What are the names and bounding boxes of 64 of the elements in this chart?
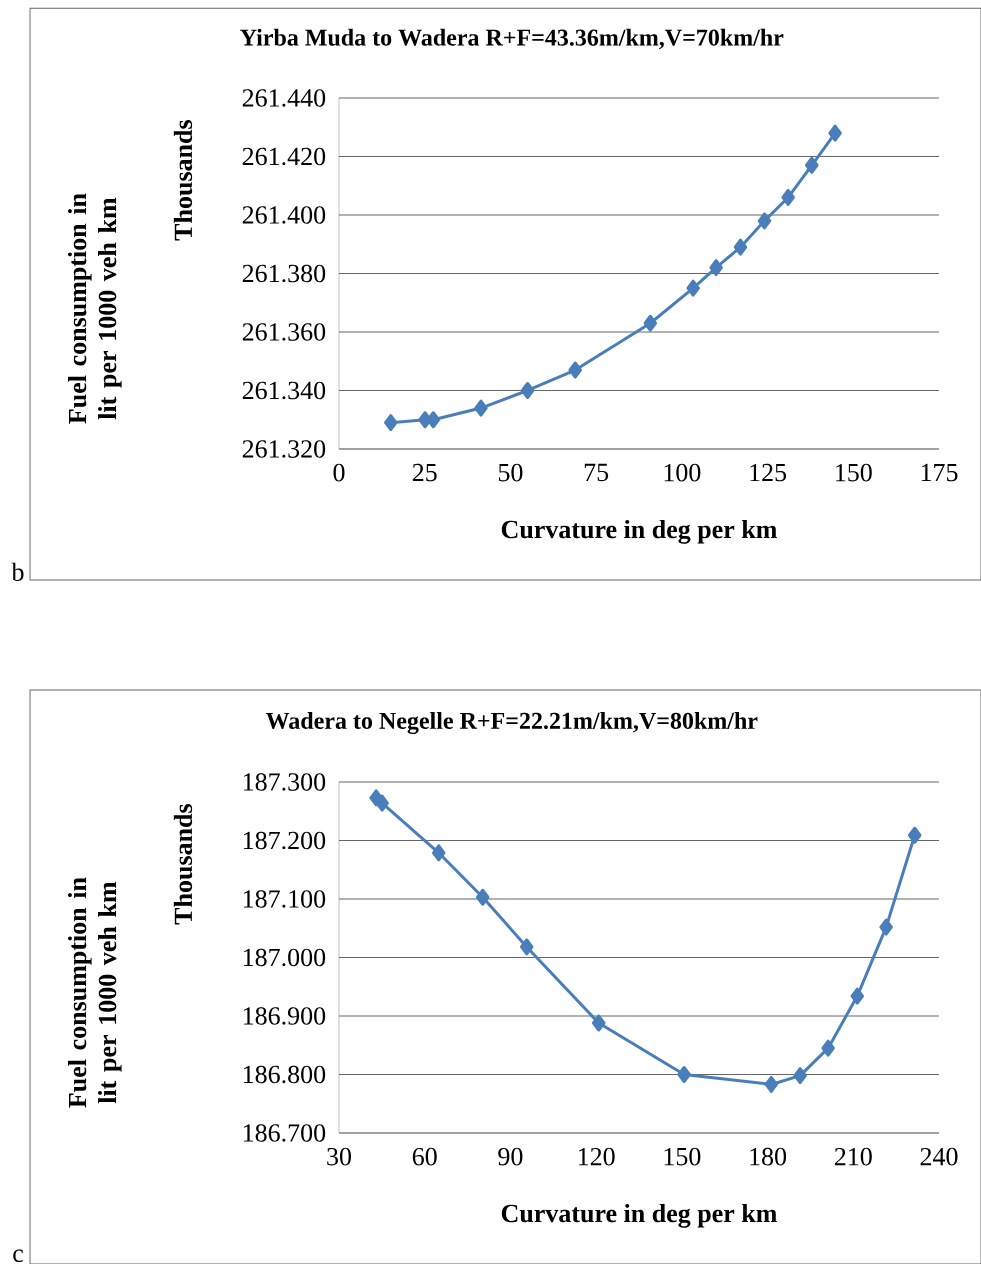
point (568, 361, 582, 379)
x-tick-label: 120 (578, 1147, 615, 1166)
point (519, 938, 534, 956)
y-tick-label: 261.400 (242, 206, 326, 224)
text: Thousands (173, 120, 193, 241)
x-tick-label: 25 (412, 463, 437, 482)
x-axis-title: Curvature in deg per km (501, 1203, 777, 1228)
x-tick-label: 180 (750, 1147, 787, 1166)
y-tick-label: 261.360 (242, 323, 326, 341)
point (709, 259, 723, 277)
x-tick-label: 50 (498, 463, 523, 482)
x-tick-label: 100 (664, 463, 701, 482)
point (805, 156, 819, 174)
y-axis-title: Fuel consumption in lit per 1000 veh km (68, 877, 122, 1108)
text: b (11, 562, 24, 581)
point (907, 826, 922, 844)
y-tick-label: 187.200 (243, 831, 326, 850)
x-tick-label: 240 (920, 1147, 958, 1166)
y-tick-label: 186.700 (243, 1124, 326, 1142)
x-tick-label: 150 (836, 463, 872, 482)
y-tick-label: 186.900 (243, 1007, 326, 1025)
x-tick-label: 125 (750, 463, 787, 482)
point (686, 279, 700, 297)
y-tick-label: 261.320 (242, 440, 326, 458)
point (431, 844, 446, 862)
point (520, 382, 535, 399)
y-tick-label: 186.800 (243, 1065, 326, 1084)
x-tick-label: 210 (834, 1147, 872, 1166)
chart-title: Yirba Muda to Wadera R+F=43.36m/km,V=70km/hr (240, 28, 784, 50)
y-tick-label: 261.440 (242, 89, 326, 107)
y-tick-label: 261.420 (242, 147, 326, 166)
x-tick-label: 60 (412, 1147, 437, 1166)
y-tick-label: 187.300 (243, 773, 326, 791)
x-tick-label: 30 (327, 1147, 352, 1166)
point (828, 124, 842, 142)
x-tick-label: 150 (664, 1147, 701, 1166)
point (793, 1067, 807, 1085)
x-axis-title: Curvature in deg per km (501, 519, 777, 544)
x-tick-label: 175 (921, 463, 958, 482)
text: Thousands (173, 804, 193, 925)
y-tick-label: 187.100 (243, 890, 326, 908)
point (757, 212, 772, 230)
y-tick-label: 261.380 (242, 264, 326, 283)
point (879, 918, 893, 936)
point (375, 794, 389, 812)
point (475, 888, 490, 906)
point (821, 1039, 835, 1057)
y-axis-title: Fuel consumption in lit per 1000 veh km (68, 193, 122, 424)
point (764, 1075, 779, 1093)
point (643, 314, 658, 332)
x-tick-label: 0 (333, 463, 345, 482)
text: c (13, 1249, 23, 1263)
point (474, 399, 488, 417)
x-tick-label: 75 (584, 463, 609, 482)
point (781, 188, 795, 206)
y-tick-label: 261.340 (242, 381, 326, 400)
point (850, 987, 865, 1005)
chart-title: Wadera to Negelle R+F=22.21m/km,V=80km/hr (265, 712, 758, 734)
point (591, 1014, 606, 1032)
point (677, 1066, 691, 1083)
y-tick-label: 187.000 (243, 948, 326, 967)
x-tick-label: 90 (498, 1147, 523, 1166)
point (384, 414, 398, 432)
point (733, 238, 748, 256)
